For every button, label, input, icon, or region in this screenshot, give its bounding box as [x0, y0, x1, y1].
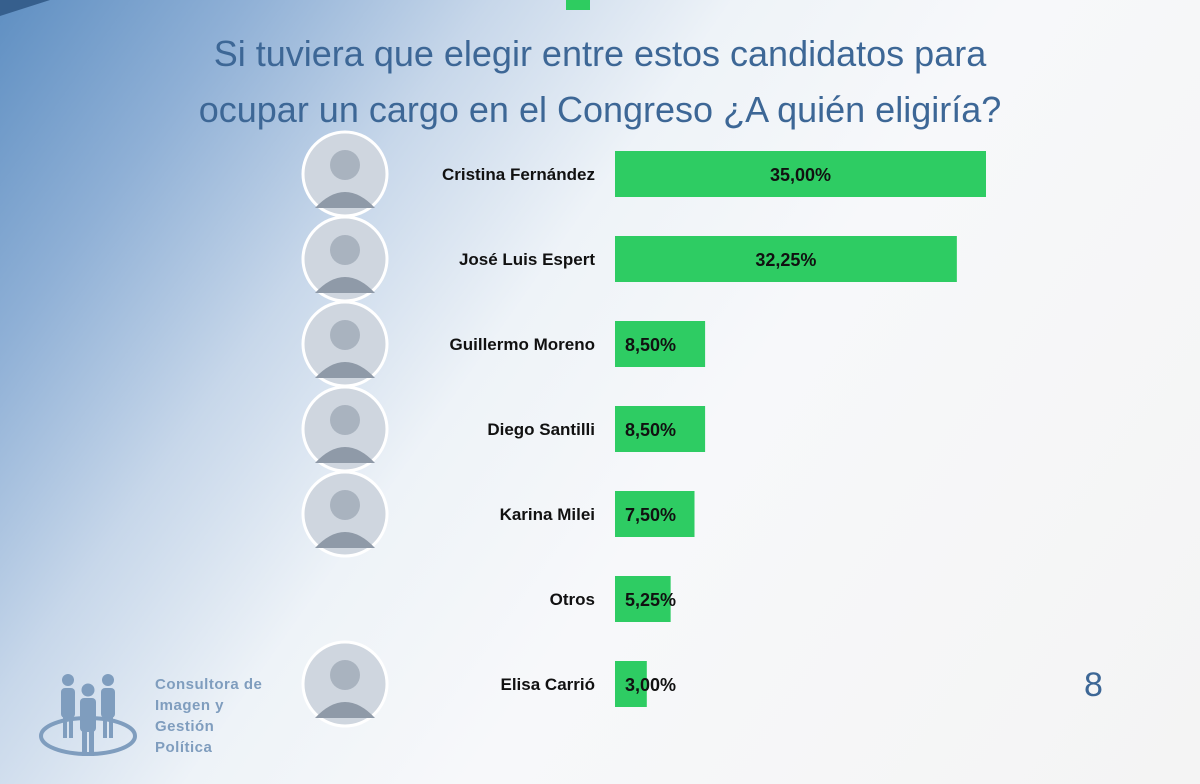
candidate-portrait: [301, 385, 389, 473]
bar: [615, 321, 706, 367]
corner-decoration: [0, 0, 50, 16]
candidate-portrait: [301, 470, 389, 558]
chart-title-line-1: Si tuviera que elegir entre estos candid…: [213, 33, 987, 74]
bar: [615, 406, 706, 452]
top-accent-mark: [566, 0, 590, 10]
data-label: 8,50%: [625, 335, 676, 355]
consultancy-name-line-4: Política: [155, 739, 213, 756]
consultancy-name-line-1: Consultora de: [155, 676, 263, 693]
candidate-label: Cristina Fernández: [442, 165, 595, 184]
data-label: 7,50%: [625, 505, 676, 525]
candidate-label: José Luis Espert: [459, 250, 595, 269]
data-label: 5,25%: [625, 590, 676, 610]
candidate-portrait: [301, 130, 389, 218]
consultancy-name-line-2: Imagen y: [155, 697, 225, 714]
page-number: 8: [1084, 666, 1103, 704]
candidate-label: Karina Milei: [500, 505, 595, 524]
candidate-label: Guillermo Moreno: [450, 335, 595, 354]
candidate-label: Elisa Carrió: [501, 675, 596, 694]
bar: [615, 151, 986, 197]
data-label: 32,25%: [755, 250, 816, 270]
chart-title: Si tuviera que elegir entre estos candid…: [100, 26, 1100, 138]
data-label: 8,50%: [625, 420, 676, 440]
candidate-portrait: [301, 215, 389, 303]
bar: [615, 576, 671, 622]
candidate-portrait: [301, 640, 389, 728]
consultancy-name-line-3: Gestión: [155, 718, 215, 735]
data-label: 35,00%: [770, 165, 831, 185]
candidate-portrait: [301, 300, 389, 388]
chart-title-line-2: ocupar un cargo en el Congreso ¿A quién …: [198, 89, 1002, 130]
bar: [615, 491, 695, 537]
people-group-icon: [39, 674, 137, 756]
bar: [615, 661, 647, 707]
candidate-label: Otros: [550, 590, 595, 609]
bar: [615, 236, 957, 282]
candidate-label: Diego Santilli: [487, 420, 595, 439]
data-label: 3,00%: [625, 675, 676, 695]
consultancy-name: Consultora de Imagen y Gestión Política: [155, 674, 295, 758]
